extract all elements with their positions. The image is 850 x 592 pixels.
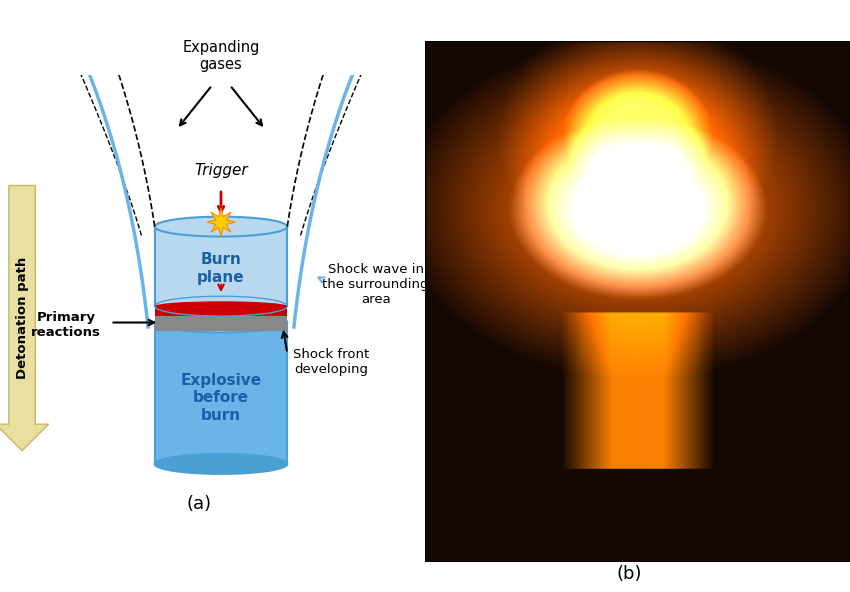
- Ellipse shape: [155, 217, 287, 237]
- Text: Explosive
before
burn: Explosive before burn: [180, 373, 262, 423]
- Text: Shock front
developing: Shock front developing: [293, 348, 370, 377]
- Polygon shape: [0, 185, 48, 451]
- FancyBboxPatch shape: [155, 227, 287, 306]
- Text: Trigger: Trigger: [194, 163, 248, 178]
- Ellipse shape: [155, 454, 287, 474]
- Text: Primary
reactions: Primary reactions: [31, 311, 101, 339]
- Text: Expanding
gases: Expanding gases: [182, 40, 260, 72]
- Text: (a): (a): [186, 495, 212, 513]
- Ellipse shape: [155, 301, 287, 311]
- Text: (b): (b): [616, 565, 642, 583]
- Text: Shock wave in
the surrounding
area: Shock wave in the surrounding area: [322, 263, 429, 305]
- FancyBboxPatch shape: [155, 316, 287, 332]
- Polygon shape: [207, 208, 235, 236]
- Text: Detonation path: Detonation path: [15, 257, 29, 379]
- FancyBboxPatch shape: [155, 323, 287, 464]
- Text: Burn
plane: Burn plane: [197, 252, 245, 285]
- Ellipse shape: [155, 313, 287, 333]
- FancyBboxPatch shape: [155, 306, 287, 316]
